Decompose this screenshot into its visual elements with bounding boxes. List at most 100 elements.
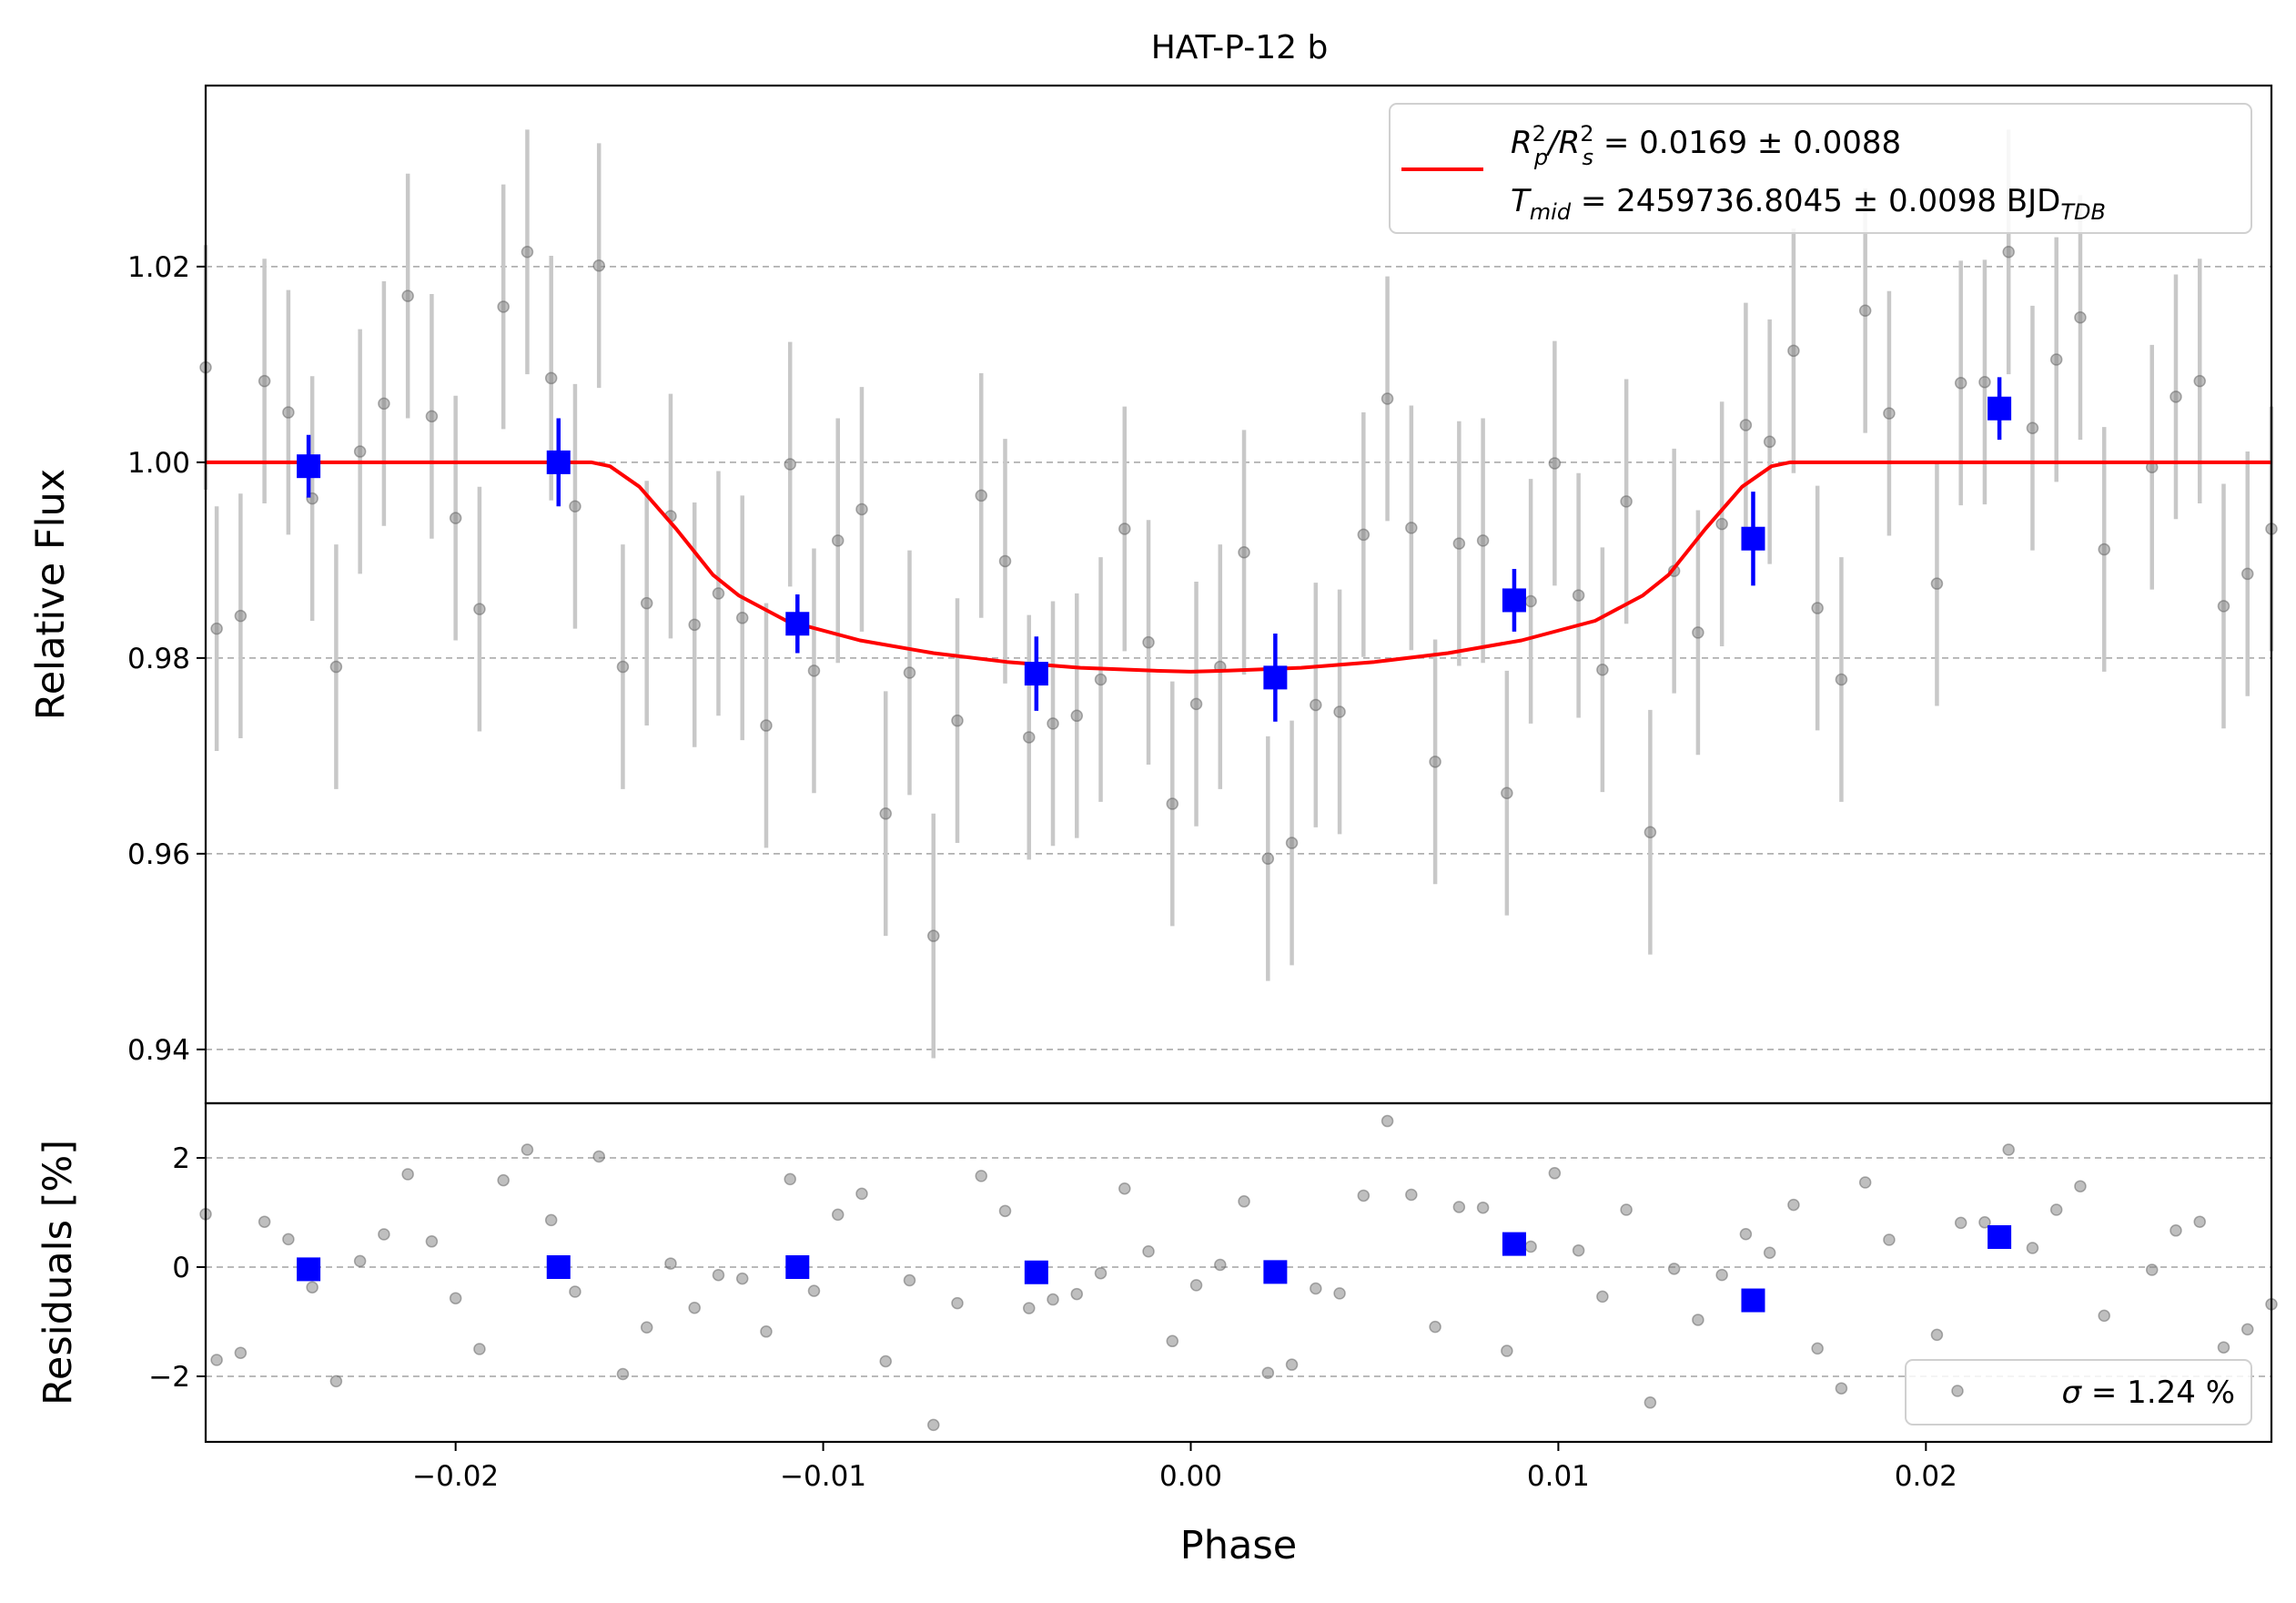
residual-point [2170, 1224, 2182, 1237]
raw-point [807, 665, 821, 677]
raw-point [1381, 392, 1394, 405]
raw-point [521, 246, 534, 259]
residual-point [378, 1228, 390, 1241]
raw-point [329, 660, 343, 674]
residual-point [1930, 1328, 1944, 1342]
bottom-legend-box [1905, 1359, 2252, 1425]
raw-point [2002, 246, 2015, 259]
residual-point [951, 1296, 964, 1310]
raw-point [1142, 635, 1155, 649]
residual-point [329, 1375, 343, 1388]
top-y-tick-label: 0.98 [127, 643, 190, 675]
residual-point [1333, 1287, 1346, 1300]
residual-point [1692, 1314, 1704, 1326]
binned-residual [1024, 1260, 1048, 1284]
bottom-legend-marker [1951, 1385, 1964, 1397]
bottom-y-tick-label: −2 [148, 1361, 190, 1394]
binned-residuals [297, 1225, 2012, 1313]
raw-point [1047, 717, 1059, 730]
residual-point [1739, 1228, 1753, 1241]
residual-point [425, 1235, 439, 1248]
raw-point [1811, 602, 1824, 614]
residual-point [640, 1321, 653, 1334]
x-tick-label: 0.01 [1527, 1460, 1590, 1493]
residual-point [2217, 1341, 2230, 1354]
raw-point [1692, 626, 1704, 639]
x-tick-label: −0.01 [780, 1460, 866, 1493]
top-y-axis-label: Relative Flux [28, 469, 74, 720]
binned-points [297, 377, 2012, 722]
binned-point [1263, 665, 1288, 690]
light-curve-panel: 0.94 0.96 0.98 1.00 1.02 Relative Flux R2 p/R… [28, 84, 2278, 1105]
legend-entry-sigma: σ = 1.24 % [2062, 1375, 2235, 1411]
raw-point [1405, 522, 1418, 534]
raw-point [1572, 589, 1585, 602]
residual-point [1261, 1366, 1275, 1379]
binned-residual [1741, 1288, 1765, 1313]
binned-residual [1263, 1260, 1288, 1284]
raw-point [1978, 375, 1991, 389]
residual-point [712, 1268, 725, 1282]
residual-point [1094, 1266, 1108, 1280]
residual-point [1285, 1358, 1299, 1371]
residual-point [1858, 1176, 1872, 1189]
bottom-y-ticks: −2 0 2 [148, 1142, 206, 1394]
residual-point [449, 1292, 462, 1304]
raw-point [1452, 537, 1466, 550]
residual-point [1166, 1334, 1179, 1348]
residual-point [1310, 1282, 1322, 1295]
residual-point [473, 1343, 486, 1355]
residual-point [258, 1215, 271, 1228]
raw-point [1166, 797, 1179, 810]
residual-point [1476, 1201, 1490, 1214]
raw-point [1596, 664, 1609, 676]
residual-points [199, 1114, 2278, 1432]
raw-point [1238, 546, 1250, 559]
legend-entry-tmid: Tmid = 2459736.8045 ± 0.0098 BJDTDB [1511, 183, 2106, 225]
raw-point [544, 371, 558, 385]
raw-point [2217, 600, 2230, 613]
raw-point [1930, 577, 1944, 590]
x-tick-label: 0.02 [1895, 1460, 1957, 1493]
residual-point [1572, 1243, 1585, 1257]
top-y-tick-label: 1.02 [127, 251, 190, 284]
residual-point [1667, 1263, 1681, 1275]
residual-point [521, 1143, 534, 1156]
residual-point [1405, 1188, 1418, 1202]
residual-point [1978, 1216, 1991, 1229]
raw-point [831, 534, 845, 547]
binned-point [1502, 588, 1526, 613]
raw-point [760, 719, 773, 732]
raw-point [401, 289, 414, 302]
raw-point [903, 666, 916, 679]
residual-point [234, 1346, 248, 1359]
transit-model [206, 460, 2271, 674]
residual-point [2098, 1309, 2110, 1323]
raw-points [199, 246, 2278, 942]
raw-point [497, 300, 510, 313]
raw-point [234, 609, 248, 623]
raw-point [449, 512, 462, 524]
binned-residual [1502, 1232, 1526, 1256]
residual-point [1214, 1258, 1227, 1272]
bottom-y-tick-label: 0 [172, 1252, 190, 1284]
chart-title: HAT-P-12 b [1151, 29, 1329, 66]
bottom-legend: σ = 1.24 % [1905, 1359, 2252, 1425]
residual-point [1715, 1268, 1728, 1282]
binned-point [546, 450, 571, 474]
residual-point [927, 1418, 940, 1432]
raw-point [2098, 543, 2110, 556]
x-tick-label: 0.00 [1159, 1460, 1222, 1493]
residual-point [306, 1281, 319, 1294]
bottom-y-tick-label: 2 [172, 1142, 190, 1175]
raw-point [1739, 419, 1753, 431]
raw-point [282, 406, 295, 419]
residual-point [1620, 1203, 1633, 1216]
raw-point [1333, 705, 1346, 718]
binned-point [1988, 396, 2012, 421]
binned-residual [1988, 1225, 2012, 1249]
raw-point [1118, 522, 1131, 535]
raw-point [2170, 391, 2182, 403]
binned-point [785, 612, 810, 636]
